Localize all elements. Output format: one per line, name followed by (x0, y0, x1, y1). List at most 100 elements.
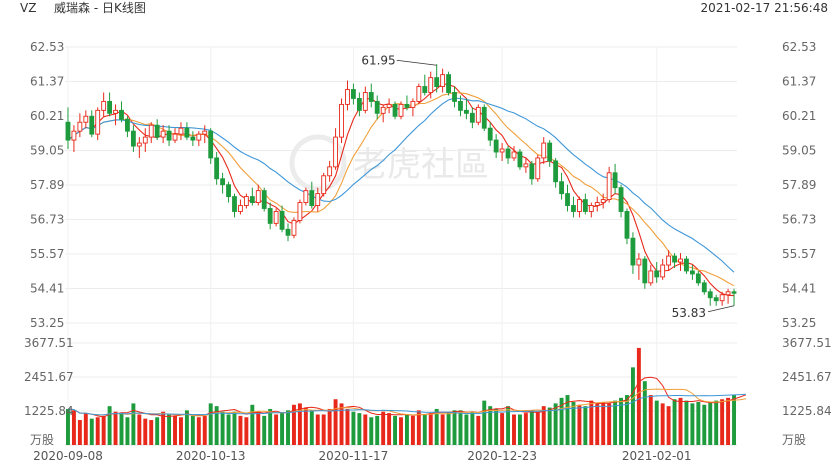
volume-bar (619, 397, 623, 445)
candle-body (493, 139, 499, 153)
volume-bar (458, 410, 463, 445)
candle-body (327, 166, 333, 177)
candle-body (499, 148, 505, 153)
volume-bar (494, 408, 499, 445)
price-tick-left: 59.05 (30, 144, 64, 158)
price-tick-right: 56.73 (782, 213, 816, 227)
candle-body (410, 100, 416, 108)
candle-body (362, 92, 368, 111)
candle-body (713, 297, 719, 302)
volume-tick-left: 2451.67 (24, 370, 74, 384)
volume-bar (280, 413, 285, 445)
candle-body (220, 178, 226, 186)
volume-bar (202, 415, 207, 445)
volume-bar (654, 400, 659, 445)
candle-body (588, 205, 594, 212)
candle-body (547, 142, 553, 162)
volume-bar (286, 410, 290, 445)
candle-body (291, 219, 297, 236)
candle-body (83, 115, 89, 123)
watermark-text: 老虎社區 (353, 145, 489, 185)
candle-body (416, 86, 422, 102)
volume-bar (291, 404, 296, 445)
volume-ma10-line (67, 388, 746, 417)
candle-body (689, 270, 695, 275)
volume-bar (363, 414, 368, 445)
volume-bar (351, 411, 356, 445)
volume-bar (440, 414, 445, 445)
volume-bar (577, 404, 582, 445)
price-tick-right: 53.25 (782, 316, 816, 330)
volume-bar (464, 414, 469, 445)
volume-bar (381, 411, 386, 445)
price-tick-right: 54.41 (782, 282, 816, 296)
candle-body (95, 109, 101, 135)
volume-bar (529, 410, 534, 445)
candle-body (285, 228, 291, 236)
candle-body (190, 136, 196, 141)
candle-body (642, 258, 648, 284)
volume-bar (660, 403, 665, 445)
volume-bar (137, 414, 142, 445)
annotations: 61.95 53.83 (361, 53, 735, 320)
date-tick: 2020-10-13 (176, 449, 246, 463)
candle-body (565, 193, 570, 206)
candle-body (600, 199, 606, 203)
axes: 万股 万股 62.53 62.53 61.37 61.37 60.21 60.21 59.0… (24, 40, 832, 447)
volume-bar (95, 417, 100, 445)
candle-body (434, 77, 440, 88)
volume-bar (422, 414, 427, 445)
price-tick-right: 59.05 (782, 144, 816, 158)
price-tick-left: 62.53 (30, 40, 64, 54)
candle-body (464, 109, 469, 114)
volume-bar (720, 399, 725, 445)
candle-body (351, 89, 356, 99)
candle-body (208, 130, 214, 159)
volume-bar (613, 400, 618, 445)
candle-body (119, 109, 124, 120)
candle-body (701, 282, 707, 293)
candle-body (404, 103, 410, 108)
volume-bar (684, 400, 689, 445)
candles (65, 64, 737, 306)
volume-bar (214, 406, 219, 445)
candle-body (184, 127, 190, 138)
candle-body (612, 172, 618, 189)
volume-bar (446, 411, 451, 445)
candle-body (297, 202, 303, 221)
volume-bar (333, 399, 338, 445)
candle-body (374, 100, 380, 114)
price-tick-left: 61.37 (30, 75, 64, 89)
candle-body (255, 190, 261, 203)
candle-body (511, 151, 517, 159)
volume-bar (244, 417, 249, 445)
volume-bar (690, 403, 695, 445)
candle-body (279, 211, 285, 230)
timestamp: 2021-02-17 21:56:48 (700, 1, 828, 15)
volume-bar (506, 406, 511, 445)
candle-body (142, 136, 148, 144)
candle-body (243, 196, 249, 206)
volume-bar (500, 413, 505, 445)
volume-bar (708, 402, 713, 445)
candle-body (624, 211, 630, 239)
volume-bar (488, 406, 493, 445)
volume-bar (666, 406, 671, 445)
candle-body (166, 130, 172, 141)
candle-body (695, 273, 701, 284)
candle-body (380, 106, 386, 114)
ma20-line (67, 97, 735, 273)
volume-bar (208, 403, 213, 445)
volume-bar (547, 407, 552, 445)
high-annotation-line (396, 59, 437, 66)
volume-bar (434, 408, 439, 445)
volume-bar (476, 415, 481, 445)
candle-body (345, 89, 350, 105)
candle-body (160, 130, 166, 138)
volume-bar (309, 410, 314, 445)
candle-body (523, 163, 529, 168)
volume-bar (143, 418, 148, 445)
volume-bar (220, 411, 225, 445)
